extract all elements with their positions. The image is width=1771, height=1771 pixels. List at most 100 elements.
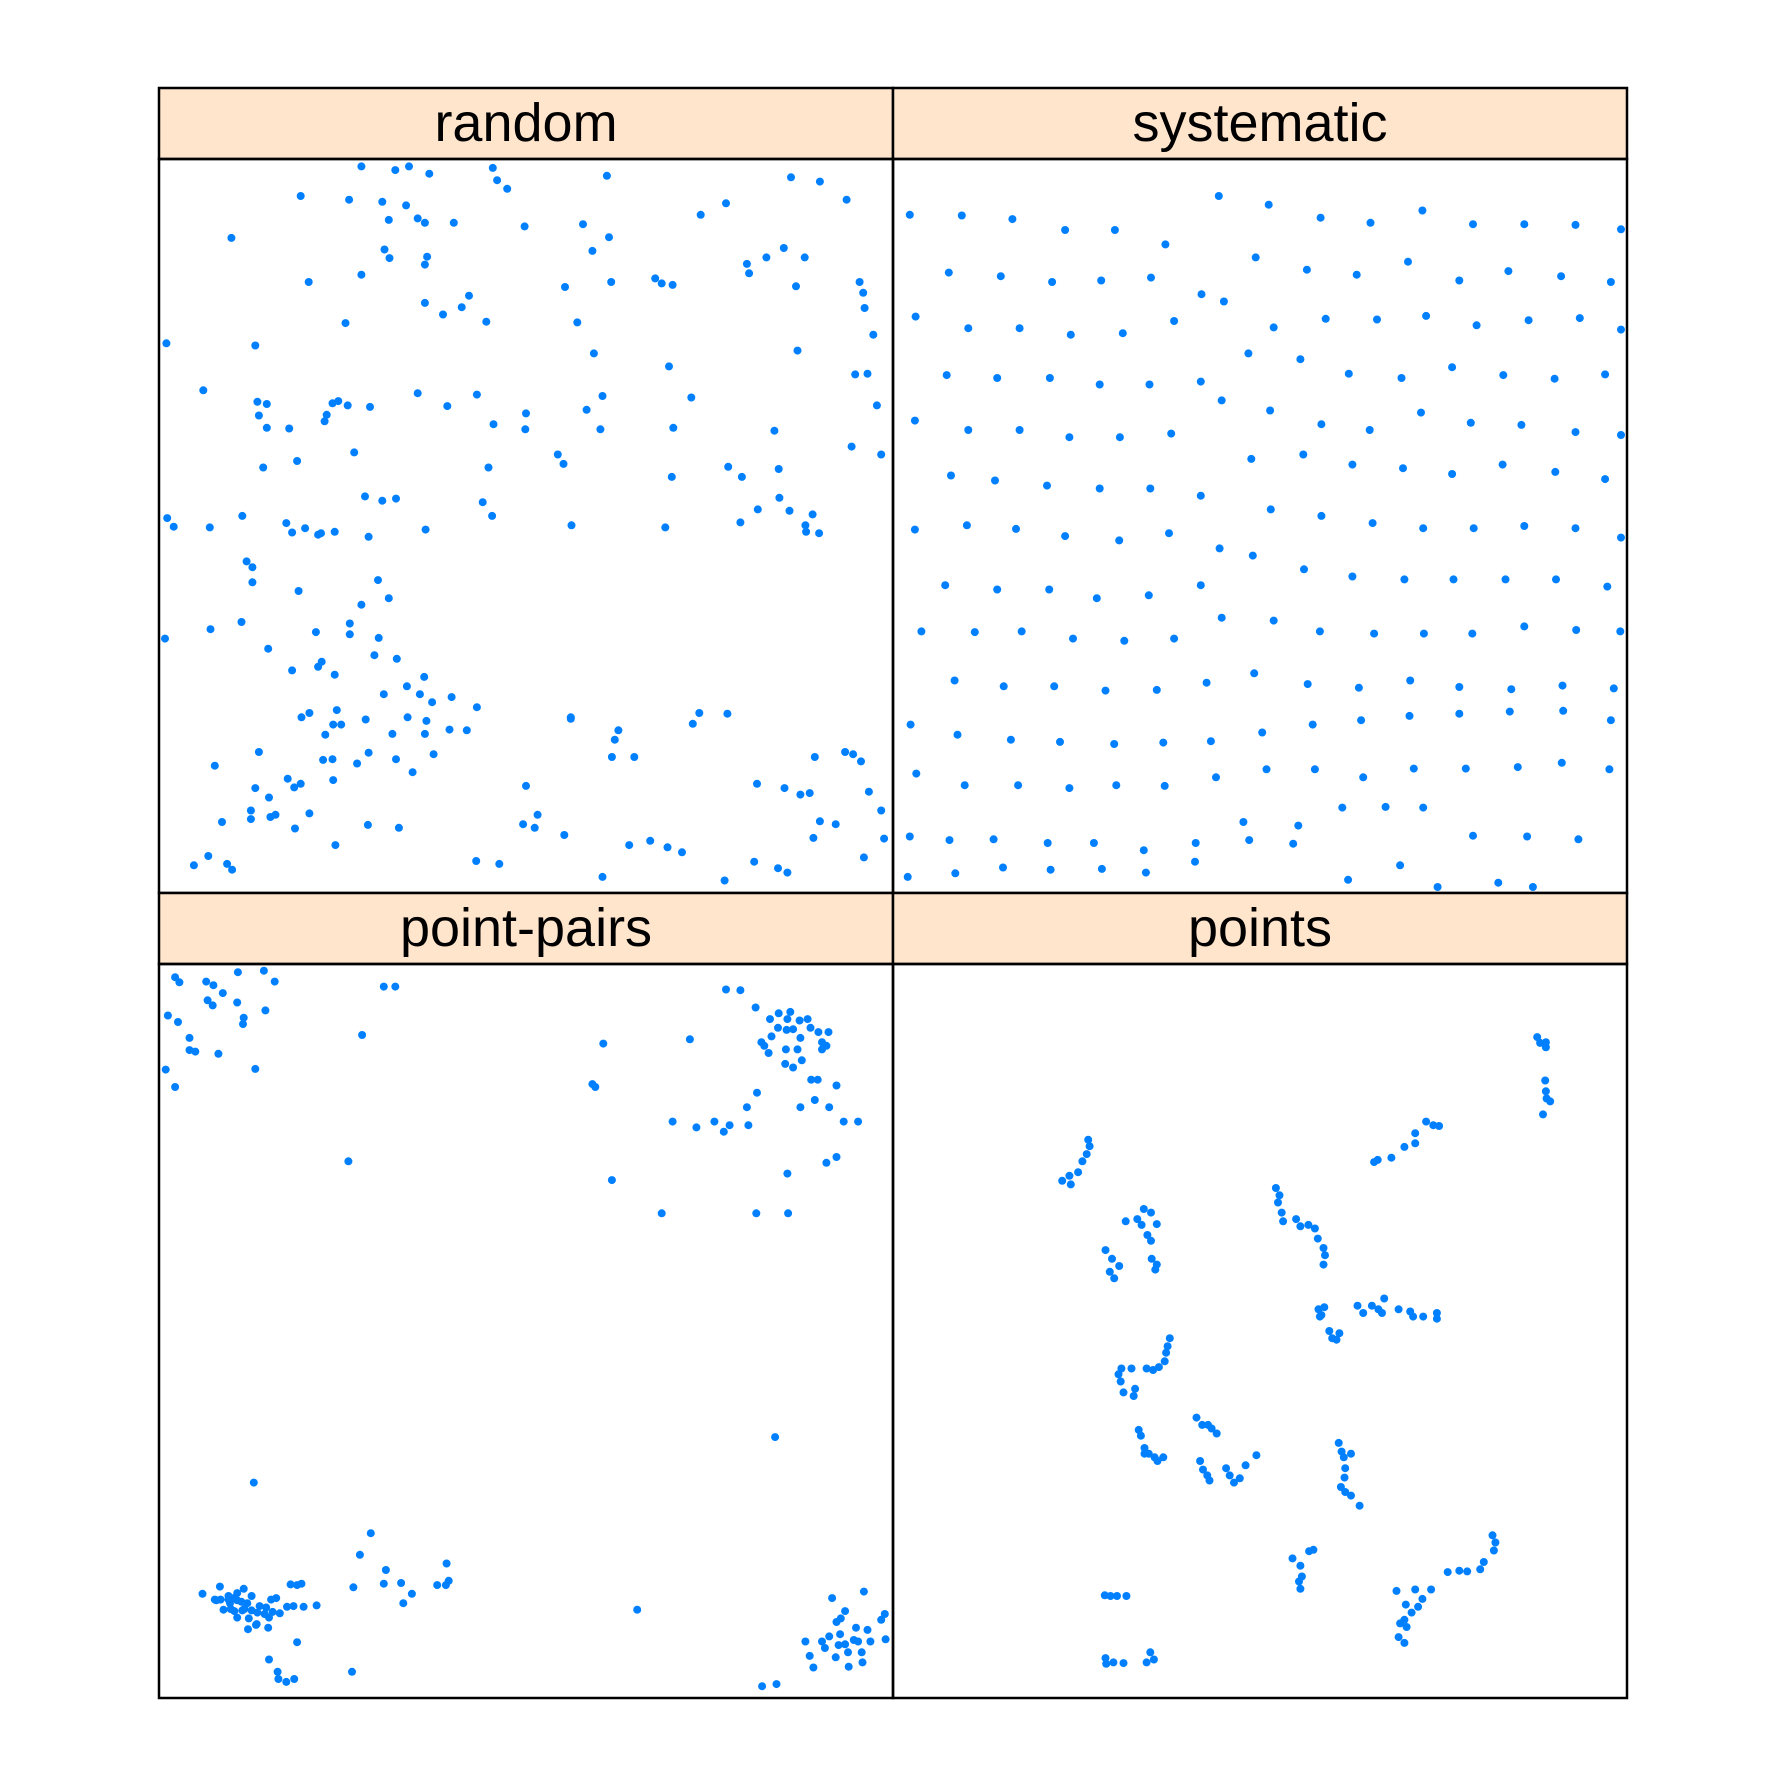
point-points-21 [1078,1157,1087,1166]
point-points-145 [1400,1638,1409,1647]
point-point-pairs-81 [832,1153,841,1161]
point-point-pairs-166 [863,1625,872,1634]
point-point-pairs-94 [244,1614,253,1623]
point-point-pairs-118 [210,1595,219,1604]
point-point-pairs-75 [607,1176,616,1185]
point-systematic-195 [1141,868,1150,877]
point-point-pairs-117 [216,1595,225,1604]
point-systematic-10 [1418,206,1427,215]
point-point-pairs-167 [866,1637,875,1646]
point-systematic-59 [964,426,973,434]
point-random-229 [331,841,340,850]
point-systematic-13 [1571,220,1580,229]
point-point-pairs-64 [854,1117,863,1126]
point-random-175 [321,730,330,739]
point-random-133 [264,644,273,653]
point-random-221 [560,831,569,839]
point-systematic-74 [991,476,999,485]
point-random-91 [361,492,369,501]
point-systematic-91 [1115,536,1124,545]
point-systematic-70 [1517,420,1526,429]
point-point-pairs-131 [282,1677,291,1686]
point-point-pairs-21 [171,1083,180,1091]
point-random-92 [378,496,387,505]
point-points-112 [1334,1438,1343,1447]
point-random-134 [311,628,320,637]
point-systematic-187 [1469,831,1477,840]
point-systematic-18 [1097,276,1106,285]
point-point-pairs-164 [857,1648,866,1657]
point-point-pairs-80 [822,1158,831,1167]
point-random-118 [488,511,497,520]
point-systematic-64 [1217,396,1226,405]
point-systematic-197 [1245,836,1254,845]
point-points-64 [1367,1301,1376,1310]
point-systematic-36 [1269,323,1278,332]
point-random-83 [669,423,678,432]
point-point-pairs-110 [299,1602,308,1611]
point-systematic-159 [1606,716,1615,725]
point-systematic-199 [1344,875,1353,884]
point-point-pairs-174 [841,1607,850,1616]
point-point-pairs-163 [854,1637,863,1646]
point-systematic-106 [1144,591,1153,600]
point-point-pairs-70 [719,1127,728,1136]
point-points-22 [1074,1168,1083,1177]
point-random-34 [420,260,429,269]
point-random-26 [423,252,432,261]
point-random-76 [443,402,452,411]
point-systematic-45 [993,374,1002,382]
point-systematic-165 [1160,781,1169,790]
point-systematic-173 [1557,758,1566,767]
point-random-105 [801,521,810,530]
point-random-215 [720,876,729,885]
point-points-36 [1319,1244,1328,1252]
points-systematic [903,192,1625,891]
point-random-145 [403,713,412,722]
point-points-5 [1541,1087,1550,1096]
point-random-2 [405,162,413,171]
point-systematic-167 [1262,765,1271,774]
point-random-60 [851,370,860,379]
point-points-139 [1288,1554,1297,1563]
point-point-pairs-59 [832,1081,841,1090]
point-point-pairs-104 [275,1609,284,1618]
point-systematic-133 [1050,682,1059,691]
point-random-152 [206,625,215,634]
point-points-52 [1147,1254,1156,1263]
point-random-24 [380,245,389,254]
point-point-pairs-46 [782,1025,791,1034]
point-systematic-122 [1217,613,1226,622]
point-point-pairs-30 [736,986,745,995]
point-random-16 [413,214,422,223]
point-random-121 [736,518,745,527]
frame-systematic [891,157,1629,895]
point-points-86 [1119,1388,1128,1397]
point-systematic-71 [1571,428,1580,437]
point-point-pairs-72 [692,1123,701,1132]
point-point-pairs-54 [797,1056,806,1065]
point-systematic-113 [1501,575,1510,584]
point-point-pairs-154 [825,1632,834,1641]
point-point-pairs-15 [174,1018,182,1026]
point-random-62 [872,401,881,410]
point-point-pairs-82 [771,1433,780,1442]
point-systematic-69 [1466,418,1475,427]
point-random-202 [849,750,858,759]
point-point-pairs-149 [801,1637,810,1646]
point-random-223 [519,820,528,829]
point-point-pairs-24 [391,982,400,991]
strip-label-random: random [434,93,617,153]
point-point-pairs-168 [877,1615,886,1624]
point-points-114 [1339,1453,1348,1462]
point-points-12 [1411,1129,1420,1138]
point-point-pairs-151 [809,1663,818,1672]
point-systematic-117 [970,628,979,637]
point-random-173 [329,776,338,785]
point-point-pairs-62 [796,1103,805,1112]
point-points-69 [1394,1305,1403,1314]
point-points-28 [1274,1198,1282,1207]
point-point-pairs-103 [265,1613,273,1622]
point-points-75 [1165,1334,1174,1343]
point-random-165 [246,806,255,815]
